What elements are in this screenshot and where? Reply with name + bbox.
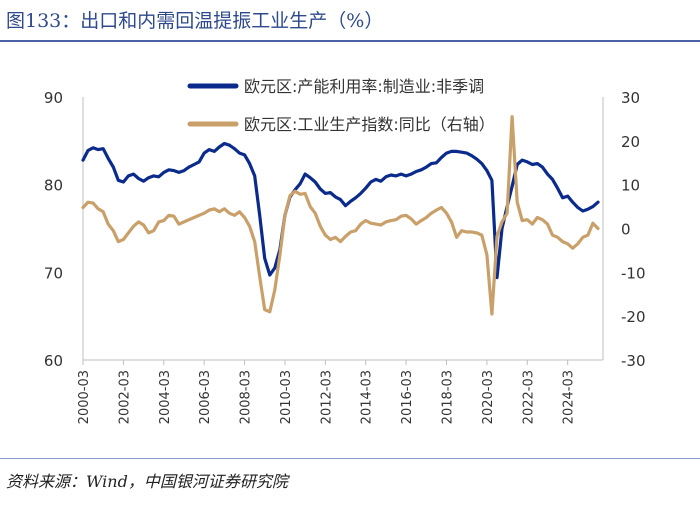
x-tick-label: 2022-03: [521, 370, 536, 424]
x-tick-label: 2014-03: [360, 370, 375, 424]
legend-label: 欧元区:工业生产指数:同比（右轴）: [244, 115, 495, 134]
right-tick-label: -10: [621, 264, 646, 282]
title-divider: [0, 40, 700, 42]
x-tick-label: 2004-03: [158, 370, 173, 424]
legend-label: 欧元区:产能利用率:制造业:非季调: [244, 77, 484, 96]
x-tick-label: 2000-03: [77, 370, 92, 424]
chart-title: 图133：出口和内需回温提振工业生产（%）: [6, 10, 384, 32]
x-tick-label: 2006-03: [198, 370, 213, 424]
right-tick-label: 0: [621, 221, 631, 239]
x-tick-label: 2024-03: [562, 370, 577, 424]
industrial-production-line: [81, 115, 600, 316]
axes: 60 70 80 90 -30 -20 -10 0 10 20 30 2000-03 2002-03 20…: [44, 89, 646, 424]
capacity-utilization-line: [81, 141, 600, 280]
right-tick-label: -30: [621, 352, 646, 370]
chart: 60 70 80 90 -30 -20 -10 0 10 20 30 2000-03 2002-03 20…: [44, 77, 646, 424]
x-tick-label: 2018-03: [440, 370, 455, 424]
left-tick-label: 60: [44, 352, 63, 370]
x-tick-label: 2002-03: [117, 370, 132, 424]
right-tick-label: -20: [621, 308, 646, 326]
x-tick-label: 2016-03: [400, 370, 415, 424]
x-tick-label: 2012-03: [319, 370, 334, 424]
x-tick-label: 2008-03: [239, 370, 254, 424]
x-tick-label: 2020-03: [481, 370, 496, 424]
source-note: 资料来源：Wind，中国银河证券研究院: [6, 472, 288, 491]
right-tick-label: 30: [621, 89, 640, 107]
x-tick-label: 2010-03: [279, 370, 294, 424]
right-tick-label: 20: [621, 133, 640, 151]
source-divider: [0, 458, 700, 459]
left-tick-label: 70: [44, 264, 63, 282]
left-tick-label: 80: [44, 177, 63, 195]
left-tick-label: 90: [44, 89, 63, 107]
right-tick-label: 10: [621, 177, 640, 195]
series-group: [81, 115, 600, 316]
